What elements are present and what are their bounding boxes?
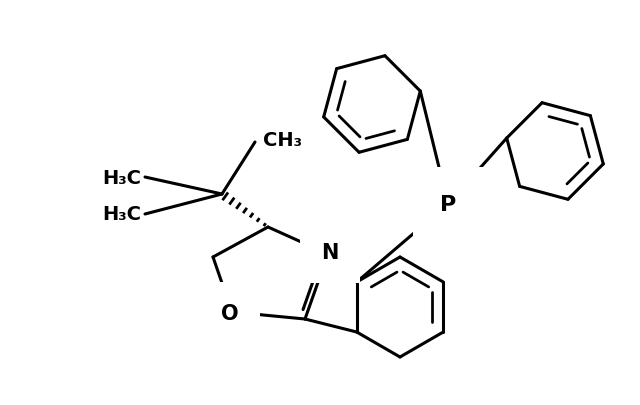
Text: CH₃: CH₃ — [263, 131, 302, 150]
Text: O: O — [221, 303, 239, 323]
Text: H₃C: H₃C — [102, 168, 141, 187]
Text: N: N — [321, 243, 339, 262]
Text: P: P — [440, 194, 456, 215]
Text: H₃C: H₃C — [102, 205, 141, 224]
